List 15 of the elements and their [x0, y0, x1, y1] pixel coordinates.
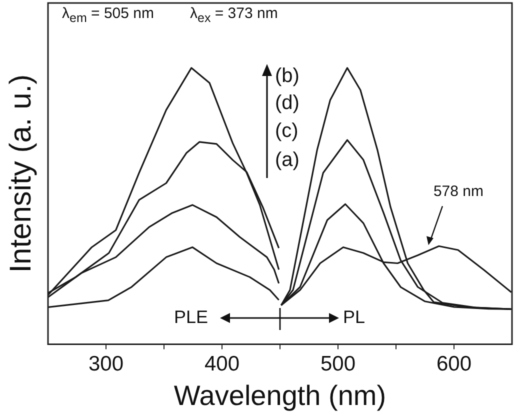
- annotation: (a): [275, 149, 300, 171]
- annotation: 578 nm: [433, 183, 484, 200]
- annotation: PL: [343, 307, 366, 327]
- x-tick-label: 500: [320, 352, 356, 376]
- text: λ$_{ex}$ = 373 nm: [190, 5, 278, 25]
- text: λ$_{em}$ = 505 nm: [62, 5, 154, 25]
- annotation: PLE: [174, 307, 208, 327]
- x-tick-label: 300: [88, 352, 124, 376]
- annotation: (b): [275, 65, 300, 87]
- y-axis-title: Intensity (a. u.): [4, 74, 38, 273]
- x-tick-label: 600: [436, 352, 472, 376]
- annotation: (c): [275, 120, 298, 142]
- annotation: (d): [275, 92, 300, 114]
- x-axis-title: Wavelength (nm): [174, 380, 386, 411]
- x-tick-label: 400: [204, 352, 240, 376]
